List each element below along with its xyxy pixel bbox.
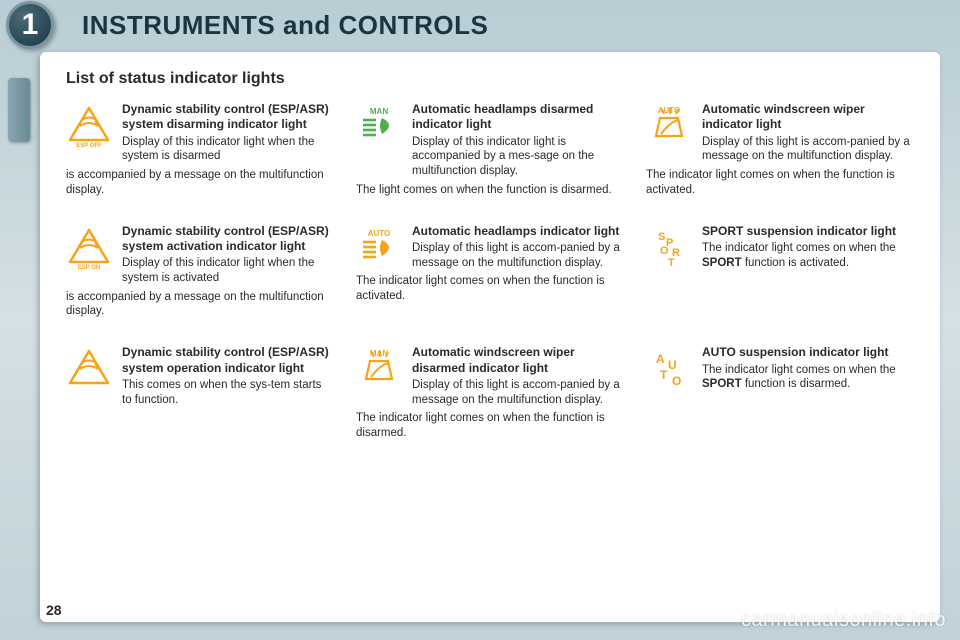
section-badge: 1 <box>6 1 54 49</box>
esp-on-icon: ESP ON <box>66 224 112 270</box>
headlamp-auto-icon: AUTO <box>356 224 402 270</box>
auto-susp-icon: A U T O <box>646 345 692 391</box>
watermark: carmanualsonline.info <box>741 609 946 632</box>
svg-text:O: O <box>672 374 681 388</box>
esp-op-icon <box>66 345 112 391</box>
indicator-lead: Display of this light is accom-panied by… <box>412 378 624 407</box>
indicator-heading: AUTO suspension indicator light <box>702 345 914 360</box>
indicator-item: A U T O AUTO suspension indicator light … <box>646 345 914 441</box>
indicator-grid: ESP OFF Dynamic stability control (ESP/A… <box>66 102 914 441</box>
svg-text:S: S <box>658 231 665 243</box>
indicator-heading: Automatic windscreen wiper disarmed indi… <box>412 345 624 376</box>
page-title: INSTRUMENTS and CONTROLS <box>82 10 488 41</box>
indicator-heading: SPORT suspension indicator light <box>702 224 914 239</box>
indicator-trail: The indicator light comes on when the fu… <box>356 411 624 440</box>
svg-text:T: T <box>668 257 675 269</box>
indicator-item: ESP ON Dynamic stability control (ESP/AS… <box>66 224 334 320</box>
subtitle: List of status indicator lights <box>66 70 914 88</box>
indicator-heading: Automatic headlamps indicator light <box>412 224 624 239</box>
indicator-trail: is accompanied by a message on the multi… <box>66 168 334 197</box>
indicator-lead: Display of this light is accom-panied by… <box>412 241 624 270</box>
sport-icon: S P O R T <box>646 224 692 270</box>
indicator-item: MAN Automatic windscreen wiper disarmed … <box>356 345 624 441</box>
svg-text:O: O <box>660 245 669 257</box>
header: 1 INSTRUMENTS and CONTROLS <box>0 0 960 50</box>
indicator-heading: Dynamic stability control (ESP/ASR) syst… <box>122 102 334 133</box>
indicator-item: AUTO Automatic windscreen wiper indicato… <box>646 102 914 198</box>
indicator-heading: Dynamic stability control (ESP/ASR) syst… <box>122 345 334 376</box>
svg-text:ESP ON: ESP ON <box>78 265 101 270</box>
svg-text:U: U <box>668 358 677 372</box>
indicator-item: AUTO Automatic headlamps indicator light… <box>356 224 624 320</box>
svg-text:ESP OFF: ESP OFF <box>76 143 102 148</box>
indicator-trail: is accompanied by a message on the multi… <box>66 290 334 319</box>
svg-text:A: A <box>656 352 665 366</box>
indicator-lead: Display of this indicator light is accom… <box>412 135 624 179</box>
indicator-heading: Automatic windscreen wiper indicator lig… <box>702 102 914 133</box>
indicator-item: ESP OFF Dynamic stability control (ESP/A… <box>66 102 334 198</box>
svg-text:AUTO: AUTO <box>368 229 391 238</box>
svg-text:T: T <box>660 368 668 382</box>
indicator-item: Dynamic stability control (ESP/ASR) syst… <box>66 345 334 441</box>
svg-text:MAN: MAN <box>370 107 388 116</box>
indicator-lead: Display of this indicator light when the… <box>122 135 334 164</box>
indicator-item: MAN Automatic headlamps disarmed indicat… <box>356 102 624 198</box>
wiper-man-icon: MAN <box>356 345 402 391</box>
indicator-item: S P O R T SPORT suspension indicator lig… <box>646 224 914 320</box>
indicator-trail: The indicator light comes on when the fu… <box>646 168 914 197</box>
indicator-lead: This comes on when the sys-tem starts to… <box>122 378 334 407</box>
indicator-lead: The indicator light comes on when the SP… <box>702 363 914 392</box>
indicator-trail: The indicator light comes on when the fu… <box>356 274 624 303</box>
headlamp-man-icon: MAN <box>356 102 402 148</box>
indicator-trail: The light comes on when the function is … <box>356 183 624 198</box>
indicator-heading: Dynamic stability control (ESP/ASR) syst… <box>122 224 334 255</box>
wiper-auto-icon: AUTO <box>646 102 692 148</box>
indicator-lead: The indicator light comes on when the SP… <box>702 241 914 270</box>
indicator-lead: Display of this indicator light when the… <box>122 256 334 285</box>
indicator-heading: Automatic headlamps disarmed indicator l… <box>412 102 624 133</box>
side-tab <box>8 78 30 142</box>
indicator-lead: Display of this light is accom-panied by… <box>702 135 914 164</box>
page-number: 28 <box>46 602 62 618</box>
content-panel: List of status indicator lights ESP OFF … <box>40 52 940 622</box>
esp-off-icon: ESP OFF <box>66 102 112 148</box>
